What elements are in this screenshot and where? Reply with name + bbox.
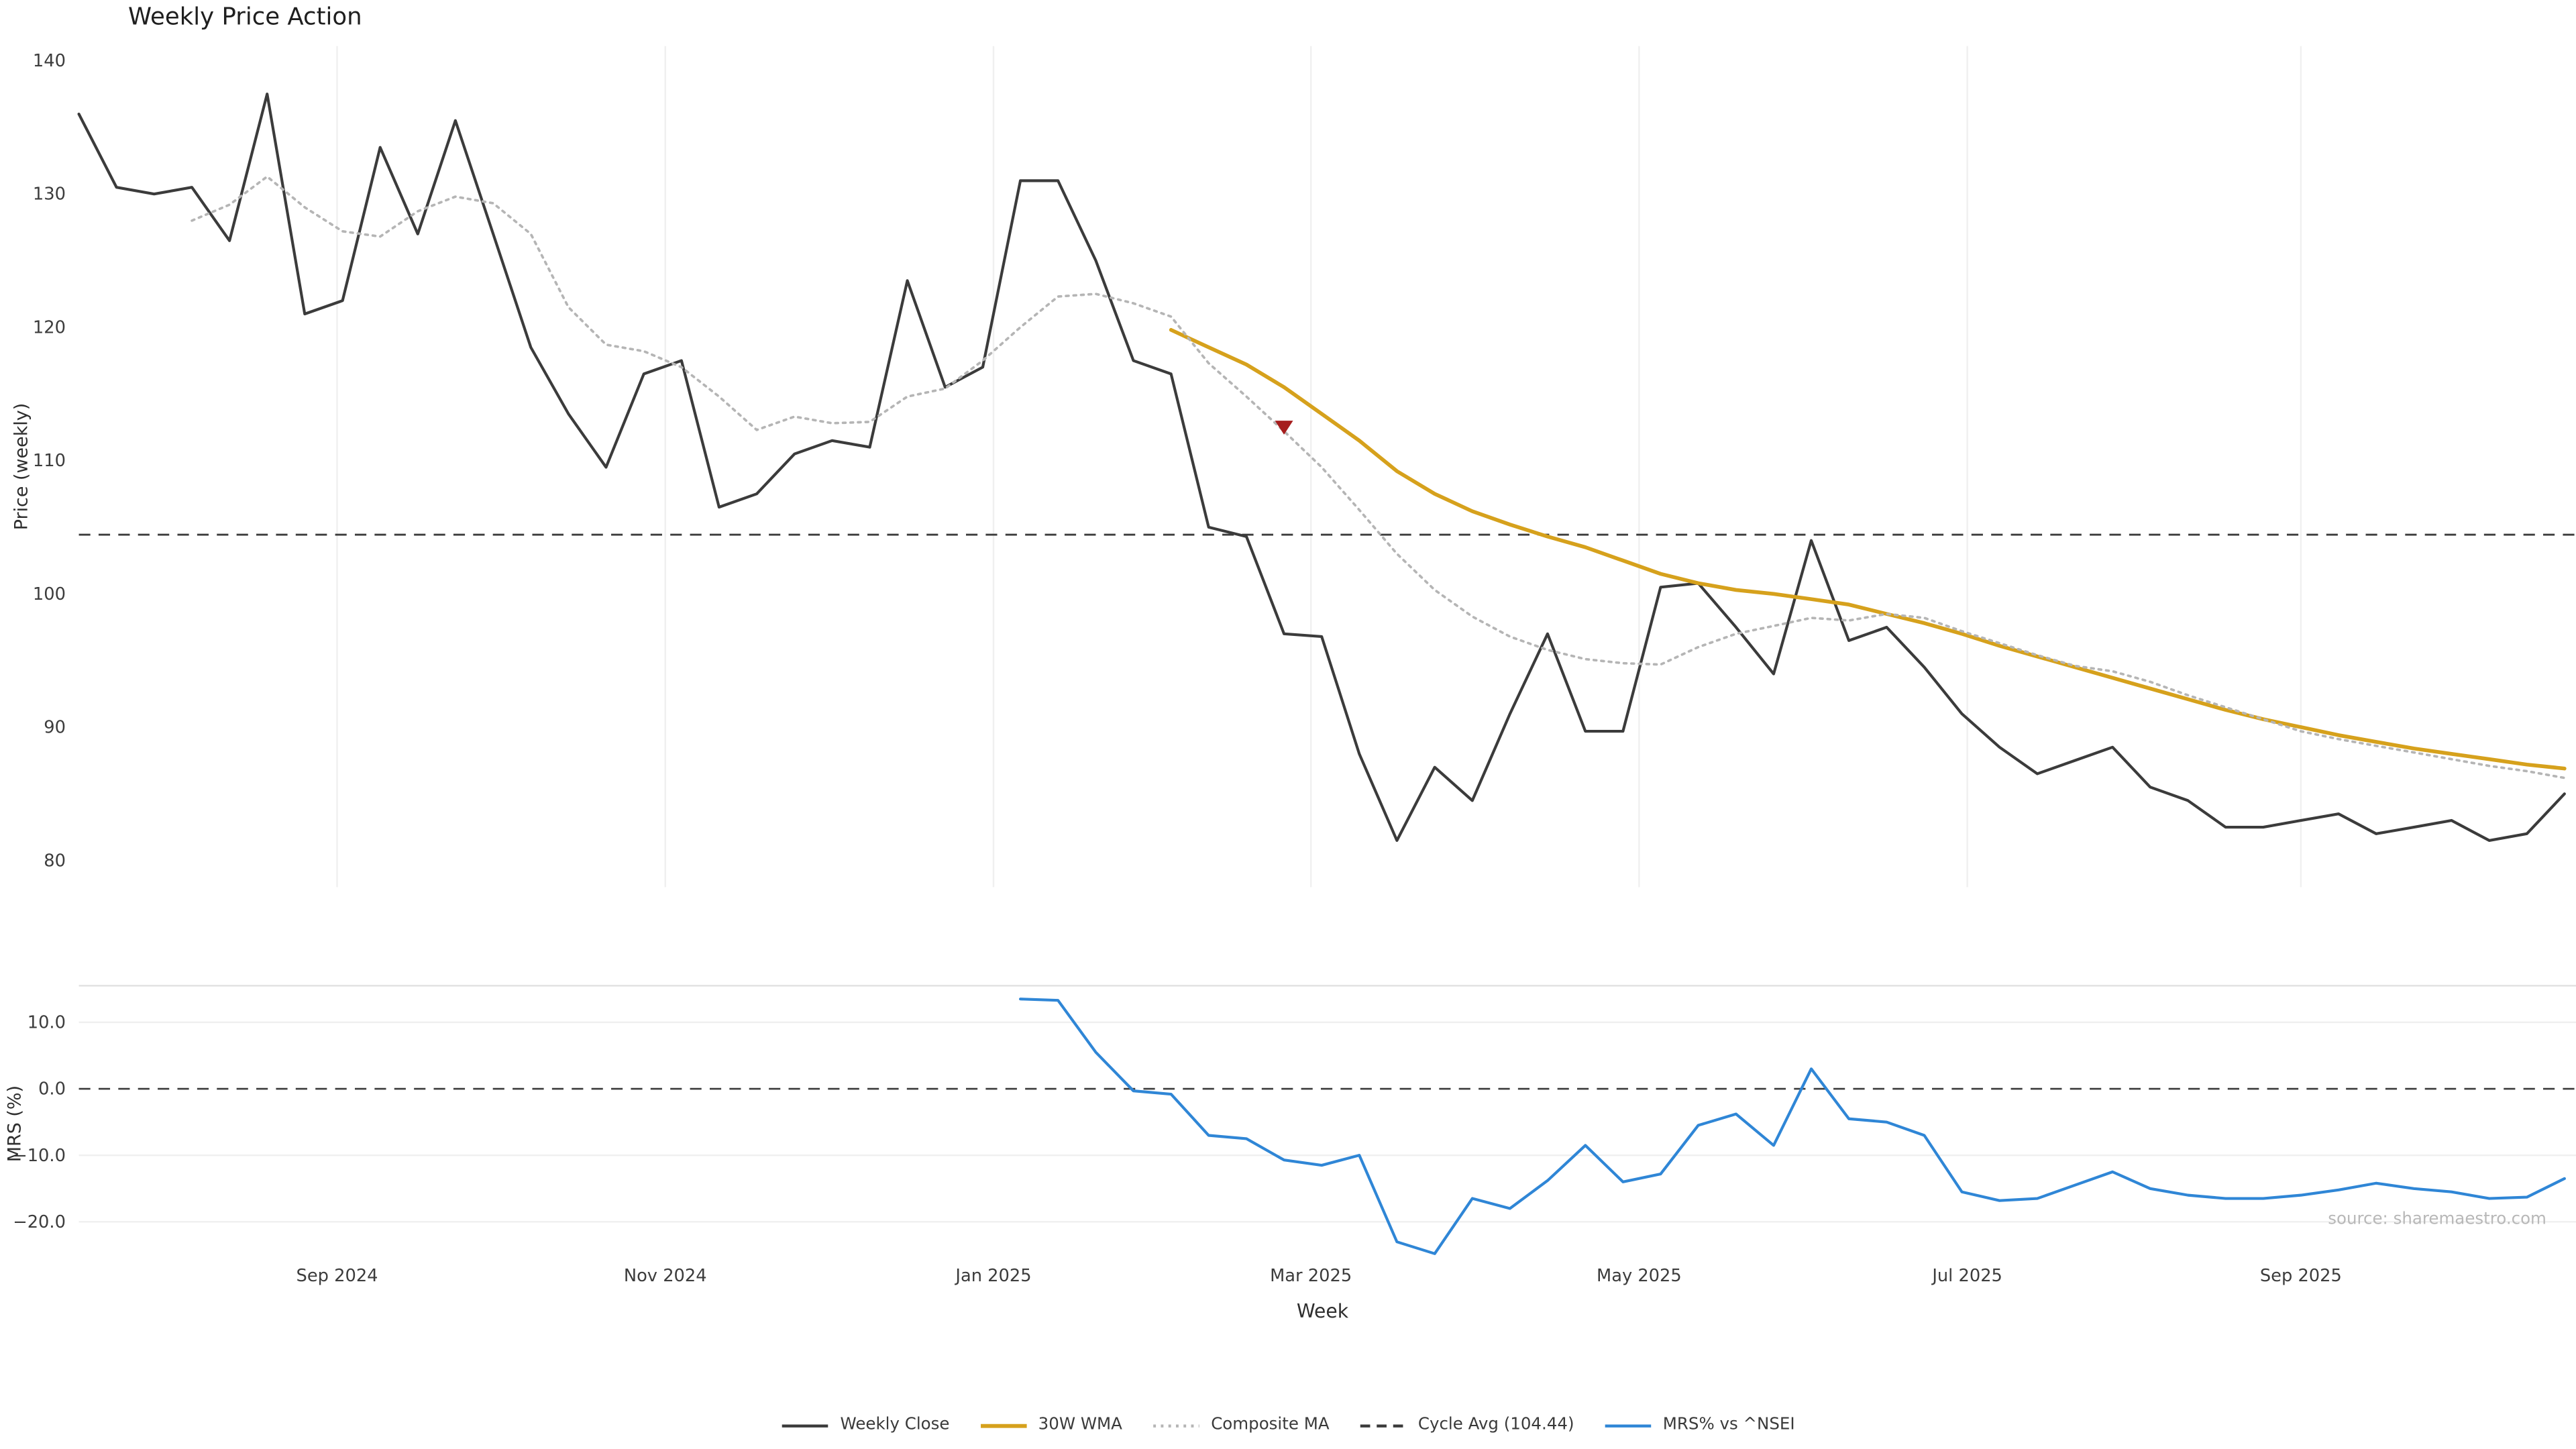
x-tick-label: Sep 2024 bbox=[297, 1266, 378, 1286]
mrs-ytick-label: 10.0 bbox=[28, 1012, 66, 1032]
price-ytick-label: 110 bbox=[33, 451, 66, 471]
source-attribution: source: sharemaestro.com bbox=[2328, 1210, 2546, 1229]
x-tick-label: Nov 2024 bbox=[624, 1266, 707, 1286]
legend-item-weekly-close: Weekly Close bbox=[781, 1416, 949, 1434]
legend-label: Composite MA bbox=[1211, 1416, 1330, 1434]
x-tick-label: Sep 2025 bbox=[2260, 1266, 2342, 1286]
legend-swatch-solid-line-icon bbox=[1605, 1424, 1652, 1427]
legend-swatch-dotted-line-icon bbox=[1153, 1424, 1200, 1427]
legend-item-mrs-vs-nsei: MRS% vs ^NSEI bbox=[1604, 1416, 1795, 1434]
legend-item-composite-ma: Composite MA bbox=[1152, 1416, 1330, 1434]
series-30w-wma bbox=[1169, 327, 2567, 771]
chart-title: Weekly Price Action bbox=[128, 5, 362, 32]
x-tick-label: Jul 2025 bbox=[1931, 1266, 2002, 1286]
price-ytick-label: 100 bbox=[33, 584, 66, 604]
signal-marker-triangle-down-icon bbox=[1275, 421, 1293, 435]
legend-swatch-dashed-line-icon bbox=[1360, 1424, 1407, 1427]
legend-item-30w-wma: 30W WMA bbox=[979, 1416, 1122, 1434]
x-tick-label: May 2025 bbox=[1597, 1266, 1682, 1286]
price-ytick-label: 130 bbox=[33, 184, 66, 205]
legend-label: Weekly Close bbox=[840, 1416, 950, 1434]
mrs-ytick-label: 0.0 bbox=[38, 1079, 66, 1099]
legend-label: MRS% vs ^NSEI bbox=[1662, 1416, 1795, 1434]
mrs-axis-label: MRS (%) bbox=[4, 1085, 25, 1163]
series-composite-ma bbox=[191, 175, 2566, 780]
price-ytick-label: 120 bbox=[33, 317, 66, 337]
legend-item-cycle-avg-104-44-: Cycle Avg (104.44) bbox=[1359, 1416, 1574, 1434]
legend-swatch-solid-line-icon bbox=[782, 1424, 829, 1427]
mrs-ytick-label: −20.0 bbox=[13, 1212, 66, 1232]
series-mrs-vs-nsei bbox=[1018, 998, 2566, 1255]
x-axis-label: Week bbox=[1296, 1299, 1349, 1323]
legend: Weekly Close 30W WMA Composite MA Cycle Avg… bbox=[0, 1416, 2576, 1434]
legend-label: Cycle Avg (104.44) bbox=[1417, 1416, 1574, 1434]
series-weekly-close bbox=[77, 93, 2566, 842]
legend-swatch-solid-line-icon bbox=[980, 1423, 1027, 1428]
legend-label: 30W WMA bbox=[1038, 1416, 1122, 1434]
mrs-ytick-label: −10.0 bbox=[13, 1146, 66, 1166]
price-ytick-label: 90 bbox=[44, 718, 66, 738]
price-ytick-label: 140 bbox=[33, 51, 66, 71]
x-tick-label: Jan 2025 bbox=[954, 1266, 1031, 1286]
price-axis-label: Price (weekly) bbox=[10, 402, 32, 531]
price-ytick-label: 80 bbox=[44, 851, 66, 871]
x-tick-label: Mar 2025 bbox=[1270, 1266, 1352, 1286]
